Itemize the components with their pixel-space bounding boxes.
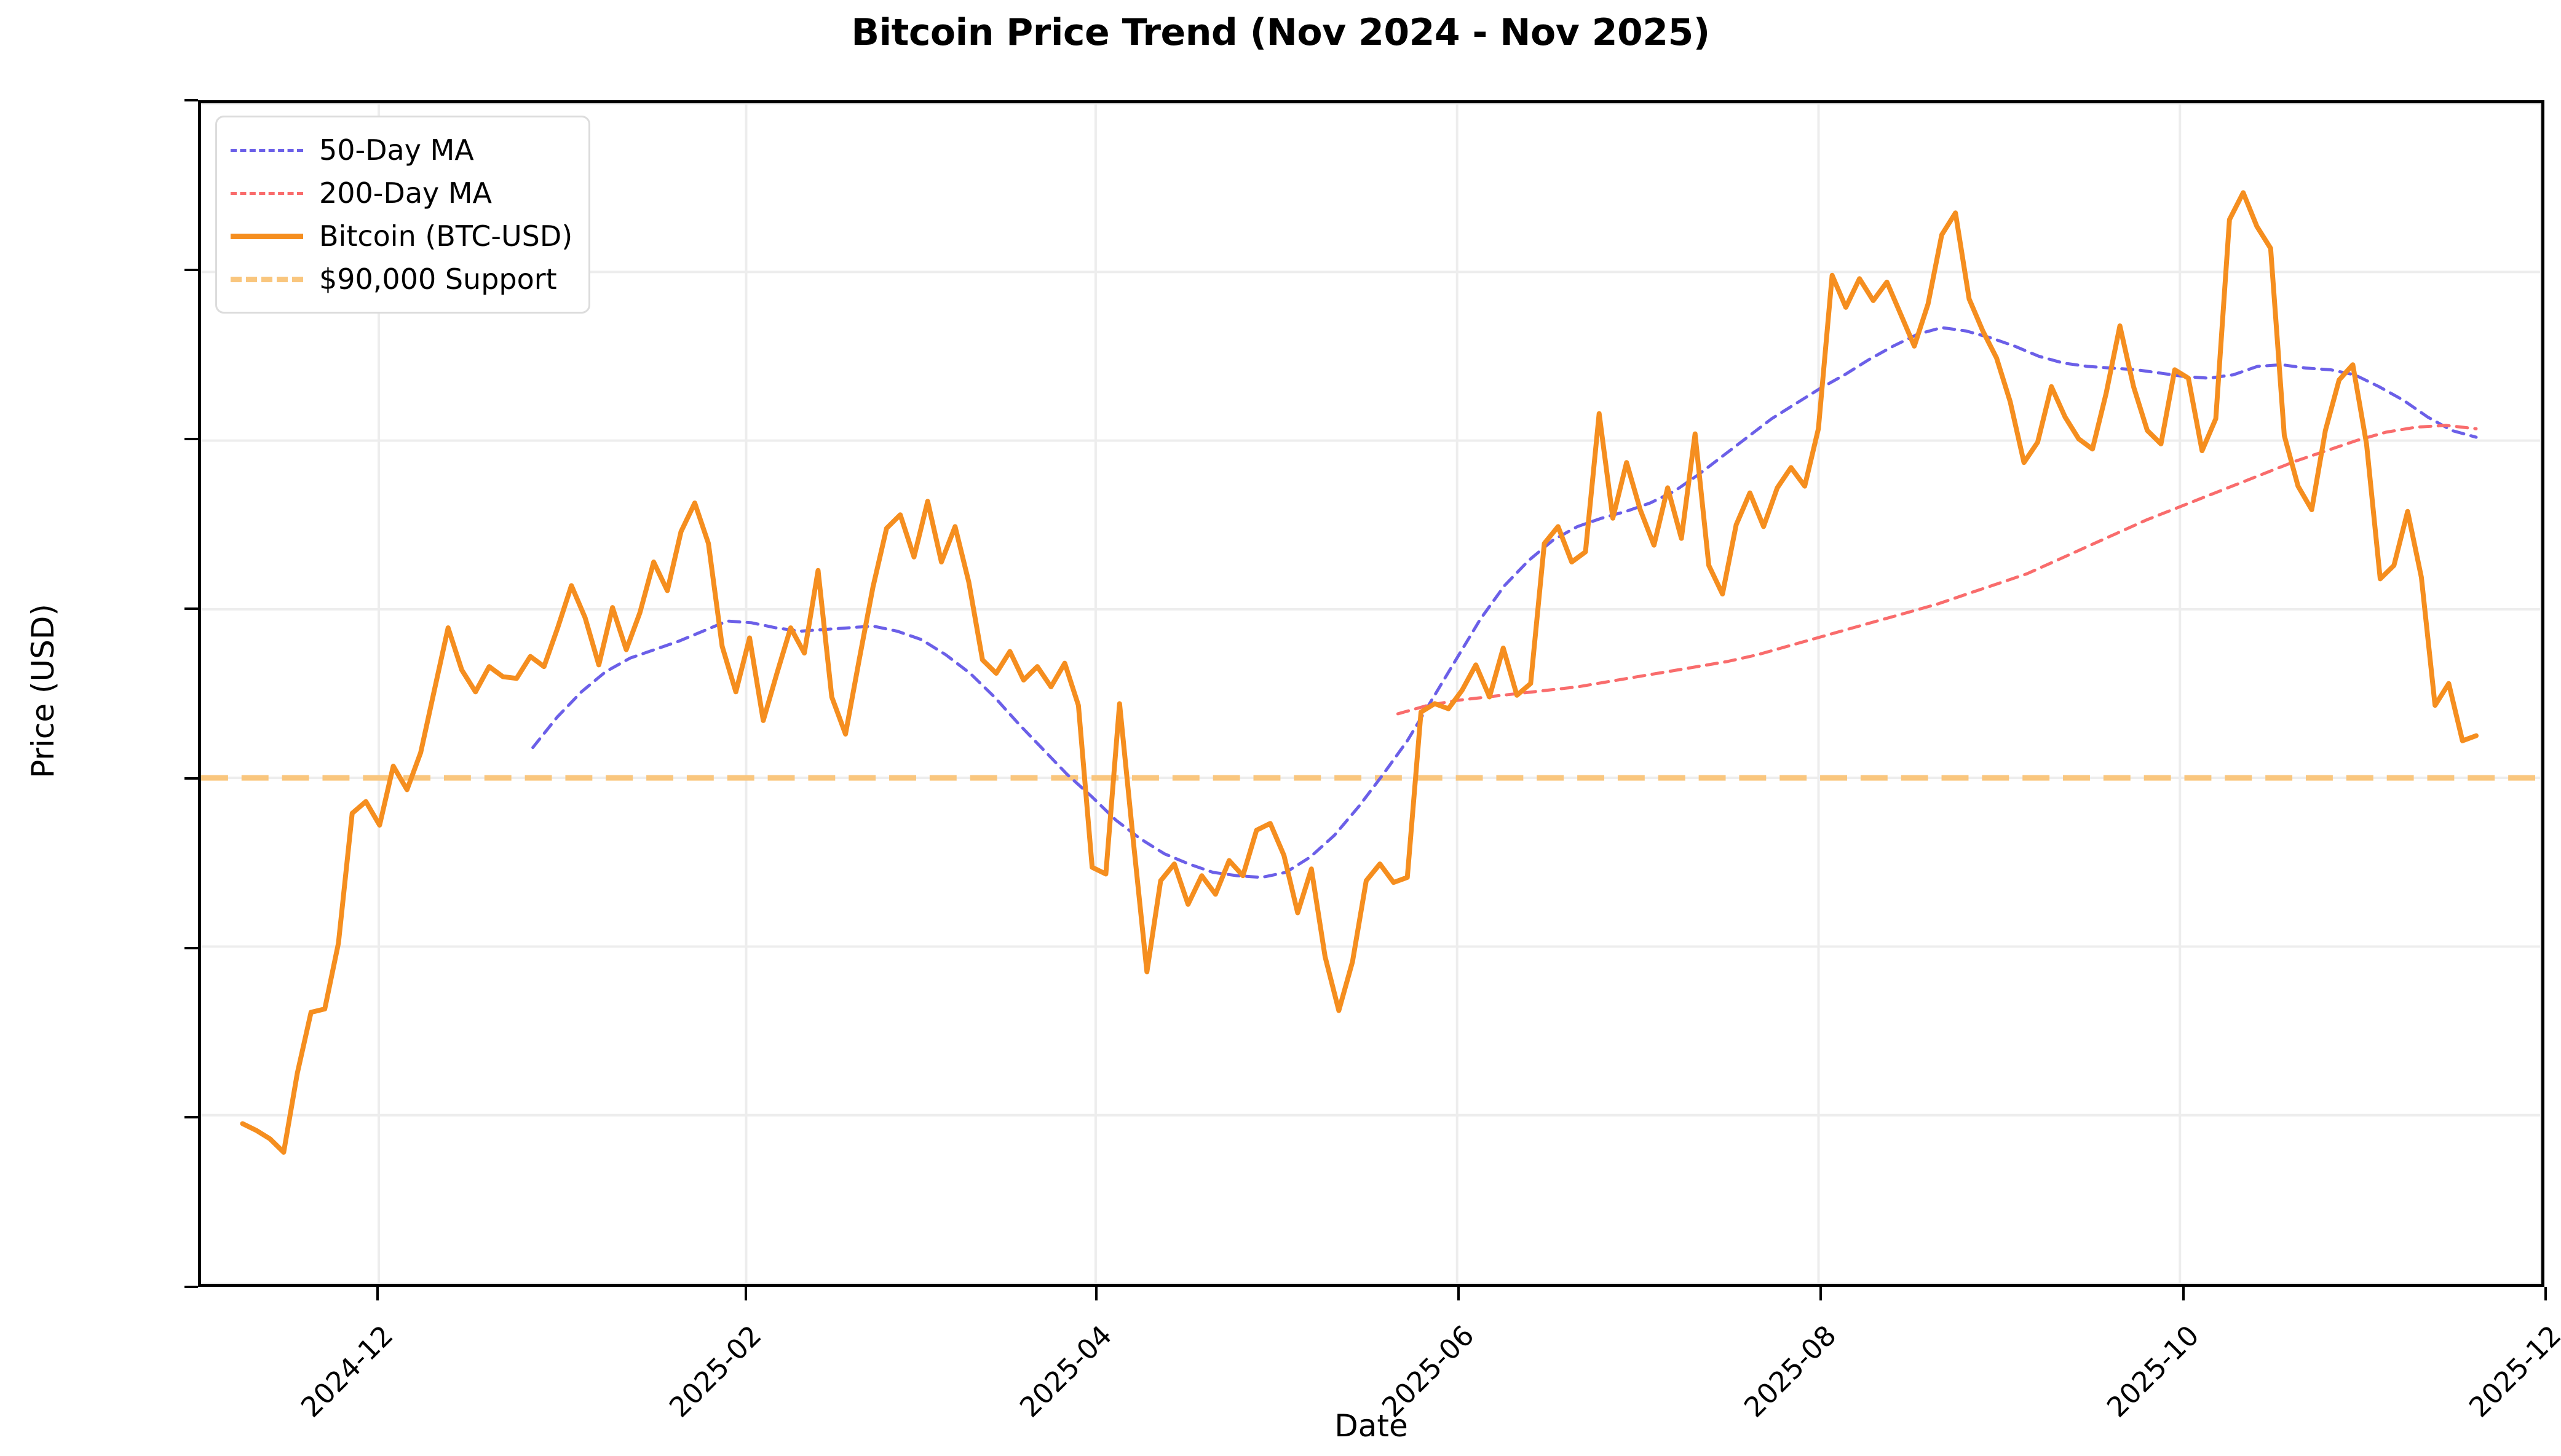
y-axis-tick-mark bbox=[184, 607, 198, 611]
x-axis-tick-mark bbox=[2182, 1287, 2185, 1300]
legend-item-label: $90,000 Support bbox=[319, 263, 557, 296]
ma200-line bbox=[1396, 424, 2478, 716]
chart-title: Bitcoin Price Trend (Nov 2024 - Nov 2025… bbox=[851, 11, 1710, 54]
chart-legend[interactable]: 50-Day MA 200-Day MA Bitcoin (BTC-USD) $90,… bbox=[215, 116, 591, 314]
x-axis-tick-mark bbox=[376, 1287, 379, 1300]
legend-item[interactable]: 50-Day MA bbox=[231, 129, 572, 172]
legend-line-swatch bbox=[231, 233, 303, 239]
series-lines bbox=[201, 190, 2541, 1155]
legend-item-label: 200-Day MA bbox=[319, 176, 493, 210]
legend-item[interactable]: 200-Day MA bbox=[231, 172, 572, 215]
y-axis-tick-mark bbox=[184, 438, 198, 441]
legend-item-label: 50-Day MA bbox=[319, 133, 474, 167]
legend-line-swatch bbox=[231, 191, 303, 195]
y-axis-tick-mark bbox=[184, 1116, 198, 1119]
plot-svg bbox=[201, 103, 2541, 1284]
y-axis-tick-mark bbox=[184, 99, 198, 101]
y-axis-label-container: Price (USD) bbox=[0, 0, 61, 1456]
x-axis-tick-mark bbox=[2544, 1287, 2547, 1300]
y-axis-tick-mark bbox=[184, 1286, 198, 1288]
y-axis-tick-mark bbox=[184, 268, 198, 271]
x-axis-tick-mark bbox=[744, 1287, 747, 1300]
legend-item[interactable]: Bitcoin (BTC-USD) bbox=[231, 215, 572, 258]
btc-price-line bbox=[240, 190, 2479, 1155]
x-axis-tick-mark bbox=[1094, 1287, 1098, 1300]
y-axis-tick-mark bbox=[184, 946, 198, 949]
y-axis-tick-mark bbox=[184, 777, 198, 780]
grid-lines bbox=[201, 103, 2541, 1284]
legend-line-swatch bbox=[231, 276, 303, 282]
legend-item-label: Bitcoin (BTC-USD) bbox=[319, 220, 573, 253]
legend-item[interactable]: $90,000 Support bbox=[231, 258, 572, 301]
x-axis-label: Date bbox=[1334, 1408, 1408, 1444]
y-axis-label: Price (USD) bbox=[25, 604, 61, 778]
x-axis-tick-mark bbox=[1819, 1287, 1823, 1300]
x-axis-tick-mark bbox=[1457, 1287, 1460, 1300]
legend-line-swatch bbox=[231, 148, 303, 152]
ma50-line bbox=[531, 326, 2478, 879]
